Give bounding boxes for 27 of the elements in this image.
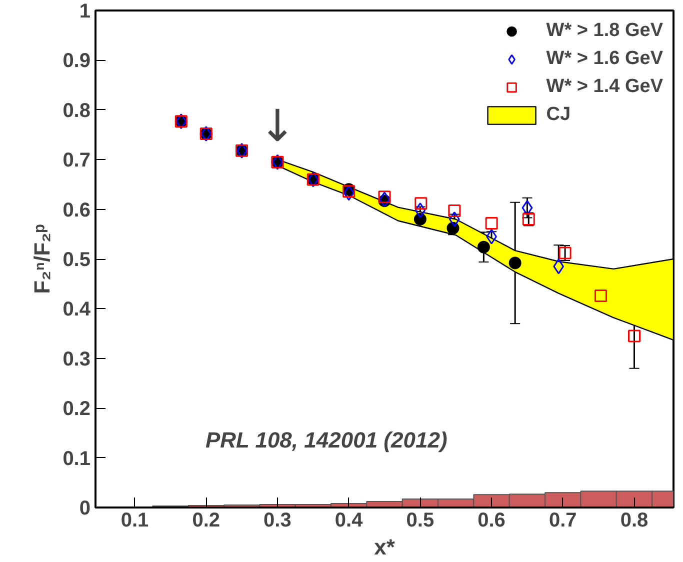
y-tick-label: 0.9 — [62, 50, 91, 72]
x-tick-label: 0.6 — [478, 510, 506, 532]
legend-label: CJ — [546, 104, 571, 126]
annotation: PRL 108, 142001 (2012) — [206, 428, 448, 452]
x-axis-title: x* — [374, 534, 396, 560]
x-tick-label: 0.4 — [334, 510, 364, 532]
x-tick-label: 0.8 — [620, 510, 648, 532]
legend-label: W* > 1.8 GeV — [546, 20, 663, 42]
y-tick-label: 1 — [79, 0, 90, 22]
y-tick-label: 0.1 — [62, 448, 91, 470]
y-axis-title: F₂ⁿ/F₂ᵖ — [30, 224, 55, 294]
x-tick-label: 0.1 — [120, 510, 149, 532]
y-tick-label: 0.3 — [62, 348, 91, 370]
y-tick-label: 0.5 — [62, 249, 91, 271]
y-tick-label: 0.2 — [62, 398, 91, 420]
y-tick-label: 0 — [79, 498, 90, 520]
legend-label: W* > 1.4 GeV — [546, 76, 663, 98]
y-tick-label: 0.4 — [62, 298, 92, 321]
annotation: ↓ — [259, 101, 296, 152]
legend-label: W* > 1.6 GeV — [546, 48, 663, 70]
x-tick-label: 0.2 — [192, 510, 220, 532]
y-tick-label: 0.7 — [62, 150, 91, 172]
y-tick-label: 0.8 — [62, 100, 91, 122]
x-tick-label: 0.3 — [264, 510, 292, 532]
y-tick-label: 0.6 — [62, 199, 91, 222]
x-tick-label: 0.7 — [548, 510, 577, 532]
x-tick-label: 0.5 — [406, 510, 434, 532]
